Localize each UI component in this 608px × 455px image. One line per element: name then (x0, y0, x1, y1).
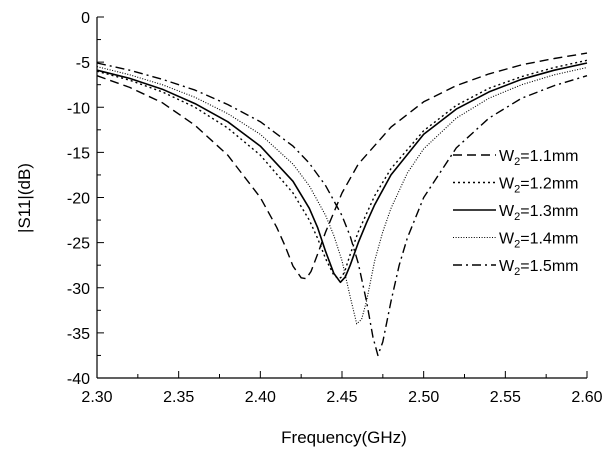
x-tick-label: 2.55 (490, 389, 521, 406)
series-line-1 (96, 52, 588, 280)
legend-label-main: W (499, 203, 515, 220)
legend-label-main: W (499, 148, 515, 165)
legend-label-subscript: 2 (514, 156, 520, 168)
legend-label-value: =1.3mm (520, 203, 578, 220)
legend-label-value: =1.4mm (520, 231, 578, 248)
x-tick-label: 2.60 (571, 389, 602, 406)
series-line-2 (96, 59, 588, 280)
y-tick-label: -35 (67, 326, 90, 343)
legend-label-main: W (499, 231, 515, 248)
legend-label-5: W2=1.5mm (499, 258, 578, 278)
x-tick-label: 2.45 (326, 389, 357, 406)
legend-label-4: W2=1.4mm (499, 231, 578, 251)
y-tick-label: -20 (67, 191, 90, 208)
x-tick-label: 2.30 (81, 389, 112, 406)
legend-label-main: W (499, 176, 515, 193)
legend-label-subscript: 2 (514, 211, 520, 223)
x-tick-label: 2.35 (163, 389, 194, 406)
legend-label-3: W2=1.3mm (499, 203, 578, 223)
y-tick-label: -10 (67, 100, 90, 117)
y-tick-label: -5 (76, 55, 90, 72)
x-tick-label: 2.40 (245, 389, 276, 406)
y-tick-label: -25 (67, 236, 90, 253)
series-line-5 (96, 62, 588, 357)
legend-label-value: =1.5mm (520, 258, 578, 275)
axes: 0 -5 -10 -15 -20 -25 -30 -35 -402.30 2.35 2.40 2.45… (67, 10, 603, 406)
series-line-4 (96, 66, 588, 325)
legend-label-value: =1.1mm (520, 148, 578, 165)
legend-label-value: =1.2mm (520, 176, 578, 193)
x-axis-label: Frequency(GHz) (281, 428, 407, 447)
y-tick-label: -30 (67, 281, 90, 298)
y-tick-label: 0 (81, 10, 90, 27)
legend-label-subscript: 2 (514, 184, 520, 196)
legend-label-subscript: 2 (514, 239, 520, 251)
legend-label-subscript: 2 (514, 266, 520, 278)
legend-label-2: W2=1.2mm (499, 176, 578, 196)
legend-label-main: W (499, 258, 515, 275)
series-line-3 (96, 62, 588, 284)
y-tick-label: -15 (67, 145, 90, 162)
y-axis-label: |S11|(dB) (15, 163, 34, 233)
y-tick-label: -40 (67, 371, 90, 388)
x-tick-label: 2.50 (408, 389, 439, 406)
legend-label-1: W2=1.1mm (499, 148, 578, 168)
series-lines (96, 52, 588, 357)
